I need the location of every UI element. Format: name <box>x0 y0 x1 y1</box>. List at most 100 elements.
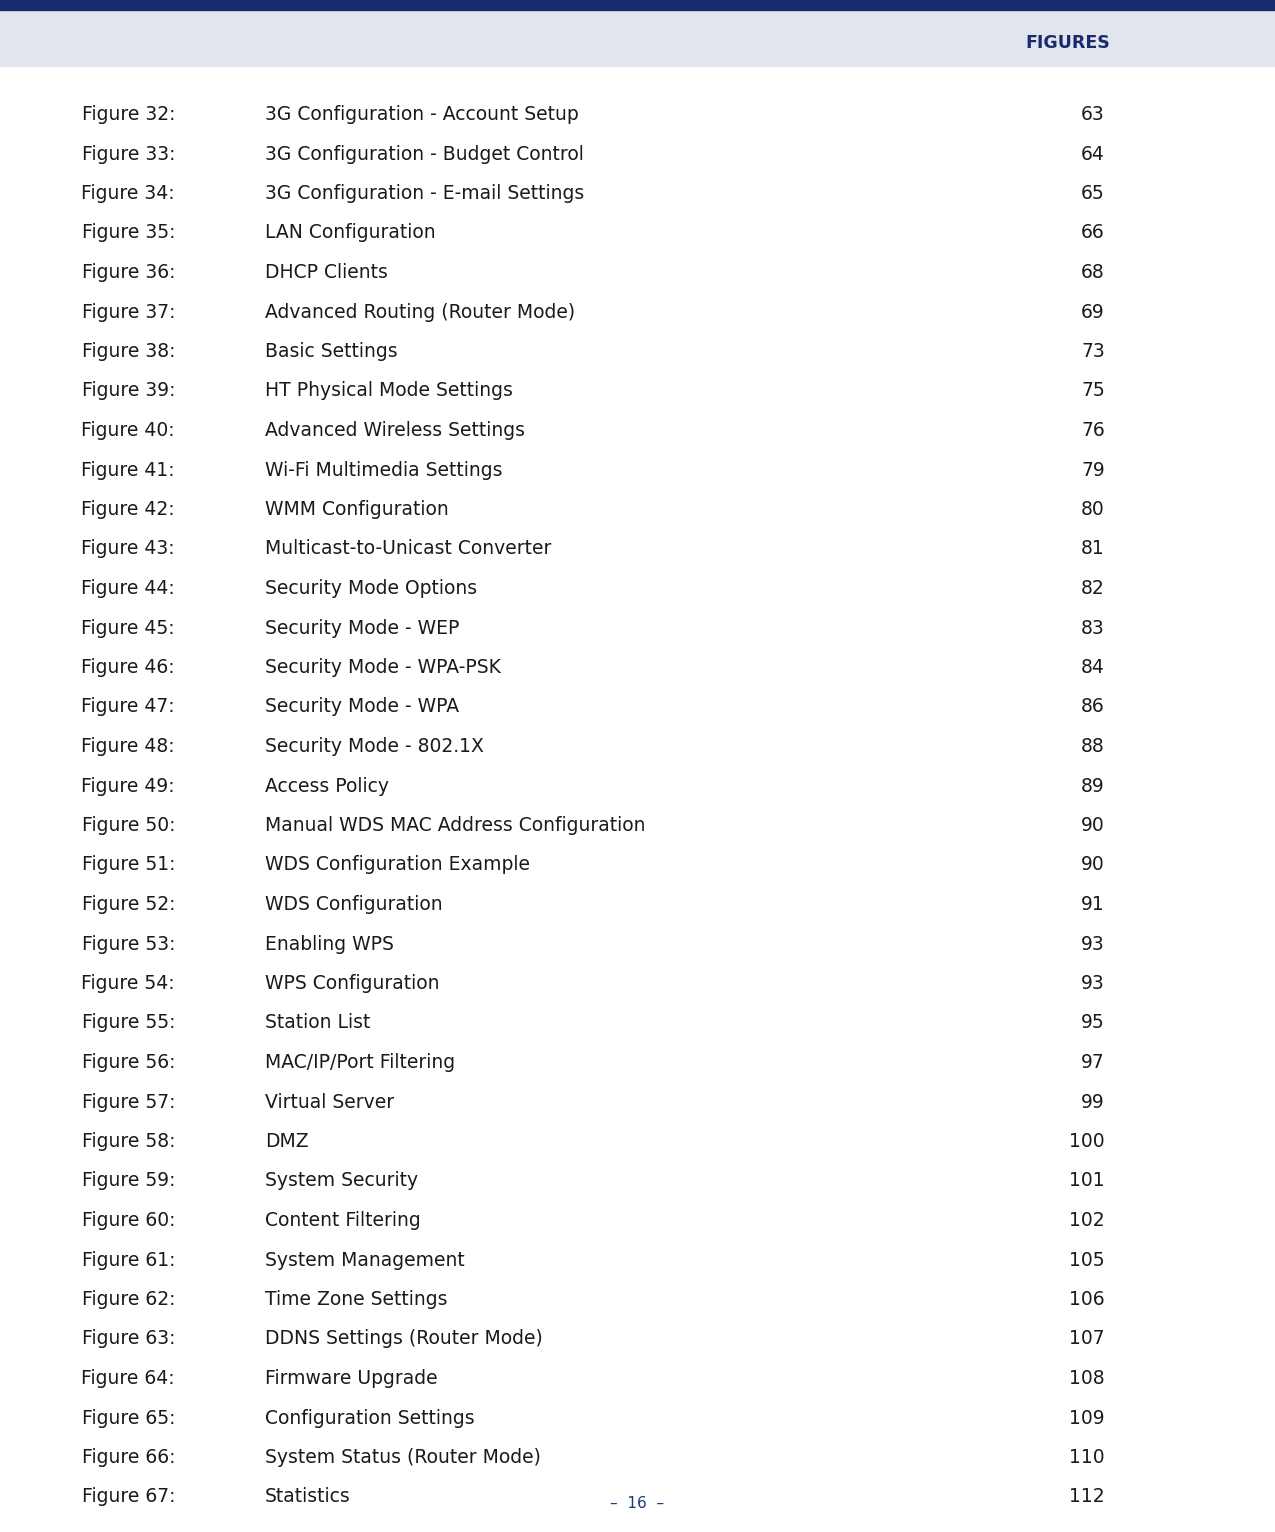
Text: DDNS Settings (Router Mode): DDNS Settings (Router Mode) <box>265 1330 543 1348</box>
Bar <box>0 0 1275 11</box>
Text: 82: 82 <box>1081 579 1105 597</box>
Text: 88: 88 <box>1081 737 1105 755</box>
Text: HT Physical Mode Settings: HT Physical Mode Settings <box>265 381 513 400</box>
Text: Firmware Upgrade: Firmware Upgrade <box>265 1370 437 1388</box>
Text: 84: 84 <box>1081 659 1105 677</box>
Text: 3G Configuration - E-mail Settings: 3G Configuration - E-mail Settings <box>265 184 584 204</box>
Text: System Management: System Management <box>265 1250 465 1270</box>
Text: Time Zone Settings: Time Zone Settings <box>265 1290 448 1308</box>
Bar <box>0 11 1275 66</box>
Text: Figure 53:: Figure 53: <box>82 935 175 953</box>
Text: Figure 56:: Figure 56: <box>82 1052 175 1072</box>
Text: 100: 100 <box>1070 1132 1105 1151</box>
Text: Figure 45:: Figure 45: <box>82 619 175 637</box>
Text: WDS Configuration: WDS Configuration <box>265 895 442 915</box>
Text: Figure 55:: Figure 55: <box>82 1014 175 1033</box>
Text: Wi-Fi Multimedia Settings: Wi-Fi Multimedia Settings <box>265 461 502 480</box>
Text: 107: 107 <box>1070 1330 1105 1348</box>
Text: Figure 58:: Figure 58: <box>82 1132 175 1151</box>
Text: Figure 44:: Figure 44: <box>82 579 175 597</box>
Text: Manual WDS MAC Address Configuration: Manual WDS MAC Address Configuration <box>265 817 645 835</box>
Text: 66: 66 <box>1081 224 1105 242</box>
Text: 75: 75 <box>1081 381 1105 400</box>
Text: 102: 102 <box>1070 1210 1105 1230</box>
Text: Virtual Server: Virtual Server <box>265 1092 394 1112</box>
Text: Advanced Wireless Settings: Advanced Wireless Settings <box>265 421 525 440</box>
Text: Figure 60:: Figure 60: <box>82 1210 175 1230</box>
Text: 90: 90 <box>1081 817 1105 835</box>
Text: Configuration Settings: Configuration Settings <box>265 1408 474 1428</box>
Text: Figure 38:: Figure 38: <box>82 342 175 362</box>
Text: Figure 66:: Figure 66: <box>82 1448 175 1468</box>
Text: Multicast-to-Unicast Converter: Multicast-to-Unicast Converter <box>265 539 551 559</box>
Text: 3G Configuration - Budget Control: 3G Configuration - Budget Control <box>265 144 584 164</box>
Text: Enabling WPS: Enabling WPS <box>265 935 394 953</box>
Text: 109: 109 <box>1070 1408 1105 1428</box>
Text: 112: 112 <box>1070 1488 1105 1506</box>
Text: Content Filtering: Content Filtering <box>265 1210 421 1230</box>
Text: Security Mode - WEP: Security Mode - WEP <box>265 619 459 637</box>
Text: 79: 79 <box>1081 461 1105 480</box>
Text: 89: 89 <box>1081 777 1105 795</box>
Text: 80: 80 <box>1081 499 1105 519</box>
Text: FIGURES: FIGURES <box>1025 34 1111 52</box>
Text: WDS Configuration Example: WDS Configuration Example <box>265 855 530 875</box>
Text: Security Mode - 802.1X: Security Mode - 802.1X <box>265 737 484 755</box>
Text: Security Mode - WPA-PSK: Security Mode - WPA-PSK <box>265 659 501 677</box>
Text: Security Mode Options: Security Mode Options <box>265 579 477 597</box>
Text: Figure 47:: Figure 47: <box>82 697 175 717</box>
Text: 64: 64 <box>1081 144 1105 164</box>
Text: Figure 63:: Figure 63: <box>82 1330 175 1348</box>
Text: Figure 57:: Figure 57: <box>82 1092 175 1112</box>
Text: 69: 69 <box>1081 302 1105 322</box>
Text: 101: 101 <box>1070 1172 1105 1190</box>
Text: LAN Configuration: LAN Configuration <box>265 224 436 242</box>
Text: Figure 34:: Figure 34: <box>82 184 175 204</box>
Text: Figure 50:: Figure 50: <box>82 817 175 835</box>
Text: Figure 46:: Figure 46: <box>82 659 175 677</box>
Text: Figure 36:: Figure 36: <box>82 264 175 282</box>
Text: Figure 39:: Figure 39: <box>82 381 175 400</box>
Text: Figure 42:: Figure 42: <box>82 499 175 519</box>
Text: 83: 83 <box>1081 619 1105 637</box>
Text: 105: 105 <box>1070 1250 1105 1270</box>
Text: 106: 106 <box>1070 1290 1105 1308</box>
Text: Figure 51:: Figure 51: <box>82 855 175 875</box>
Text: Figure 59:: Figure 59: <box>82 1172 175 1190</box>
Text: 110: 110 <box>1070 1448 1105 1468</box>
Text: Figure 48:: Figure 48: <box>82 737 175 755</box>
Text: 65: 65 <box>1081 184 1105 204</box>
Text: Figure 49:: Figure 49: <box>82 777 175 795</box>
Text: Advanced Routing (Router Mode): Advanced Routing (Router Mode) <box>265 302 575 322</box>
Text: Figure 37:: Figure 37: <box>82 302 175 322</box>
Text: Figure 40:: Figure 40: <box>82 421 175 440</box>
Text: 99: 99 <box>1081 1092 1105 1112</box>
Text: Figure 64:: Figure 64: <box>82 1370 175 1388</box>
Text: Access Policy: Access Policy <box>265 777 389 795</box>
Text: MAC/IP/Port Filtering: MAC/IP/Port Filtering <box>265 1052 455 1072</box>
Text: –  16  –: – 16 – <box>611 1495 664 1511</box>
Text: 3G Configuration - Account Setup: 3G Configuration - Account Setup <box>265 106 579 124</box>
Text: System Status (Router Mode): System Status (Router Mode) <box>265 1448 541 1468</box>
Text: 73: 73 <box>1081 342 1105 362</box>
Text: DMZ: DMZ <box>265 1132 309 1151</box>
Text: Figure 43:: Figure 43: <box>82 539 175 559</box>
Text: Figure 65:: Figure 65: <box>82 1408 175 1428</box>
Text: 97: 97 <box>1081 1052 1105 1072</box>
Text: 68: 68 <box>1081 264 1105 282</box>
Text: Figure 41:: Figure 41: <box>82 461 175 480</box>
Text: Figure 67:: Figure 67: <box>82 1488 175 1506</box>
Text: DHCP Clients: DHCP Clients <box>265 264 388 282</box>
Text: 91: 91 <box>1081 895 1105 915</box>
Text: Statistics: Statistics <box>265 1488 351 1506</box>
Text: 76: 76 <box>1081 421 1105 440</box>
Text: WMM Configuration: WMM Configuration <box>265 499 449 519</box>
Text: 93: 93 <box>1081 974 1105 993</box>
Text: WPS Configuration: WPS Configuration <box>265 974 440 993</box>
Text: Figure 35:: Figure 35: <box>82 224 175 242</box>
Text: Figure 61:: Figure 61: <box>82 1250 175 1270</box>
Text: 95: 95 <box>1081 1014 1105 1033</box>
Text: Figure 62:: Figure 62: <box>82 1290 175 1308</box>
Text: Basic Settings: Basic Settings <box>265 342 398 362</box>
Text: System Security: System Security <box>265 1172 418 1190</box>
